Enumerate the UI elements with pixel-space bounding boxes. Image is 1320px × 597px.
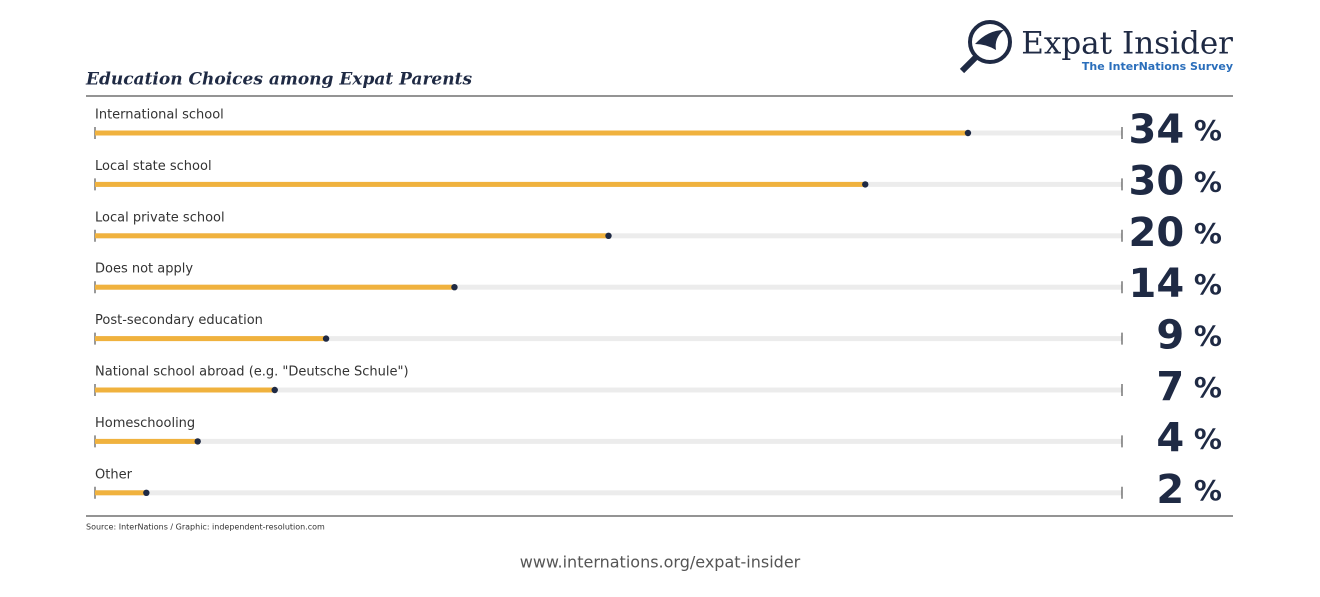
category-label: Does not apply xyxy=(95,262,193,277)
value-label: 30 % xyxy=(1129,158,1222,204)
value-label: 2 % xyxy=(1156,467,1222,513)
value-label: 14 % xyxy=(1129,261,1222,307)
category-label: Other xyxy=(95,467,133,482)
category-label: Local state school xyxy=(95,159,212,174)
chart-title: Education Choices among Expat Parents xyxy=(85,70,472,90)
logo-icon xyxy=(959,20,1012,74)
bar-track xyxy=(95,387,1122,393)
bar xyxy=(95,181,866,187)
value-label: 34 % xyxy=(1129,107,1222,153)
brand-name: Expat Insider xyxy=(1021,26,1233,62)
bar xyxy=(95,233,609,239)
brand-tagline: The InterNations Survey xyxy=(1082,60,1233,73)
bar xyxy=(95,336,327,342)
bar-end-dot xyxy=(322,335,330,342)
category-label: International school xyxy=(95,108,224,123)
category-label: Post-secondary education xyxy=(95,313,263,328)
bar-end-dot xyxy=(271,386,278,394)
value-label: 20 % xyxy=(1129,210,1222,256)
category-label: Homeschooling xyxy=(95,416,195,431)
bar-end-dot xyxy=(862,181,869,188)
value-label: 7 % xyxy=(1156,364,1222,410)
bar-end-dot xyxy=(451,284,458,291)
bar xyxy=(95,438,198,444)
bar-end-dot xyxy=(605,232,612,239)
bar xyxy=(95,284,455,290)
bar xyxy=(95,387,275,393)
footer-url: www.internations.org/expat-insider xyxy=(520,553,801,572)
bar-track xyxy=(95,490,1122,496)
bar-end-dot xyxy=(964,129,972,137)
bar-track xyxy=(95,284,1122,290)
category-label: Local private school xyxy=(95,210,225,225)
bar-track xyxy=(95,438,1122,444)
bar xyxy=(95,490,147,496)
bar-track xyxy=(95,336,1122,342)
category-label: National school abroad (e.g. "Deutsche S… xyxy=(95,365,409,380)
source: Source: InterNations / Graphic: independ… xyxy=(86,523,325,532)
value-label: 9 % xyxy=(1156,313,1222,359)
bar-end-dot xyxy=(143,489,150,496)
value-label: 4 % xyxy=(1156,415,1222,461)
bar-end-dot xyxy=(194,438,201,445)
bar xyxy=(95,130,968,136)
